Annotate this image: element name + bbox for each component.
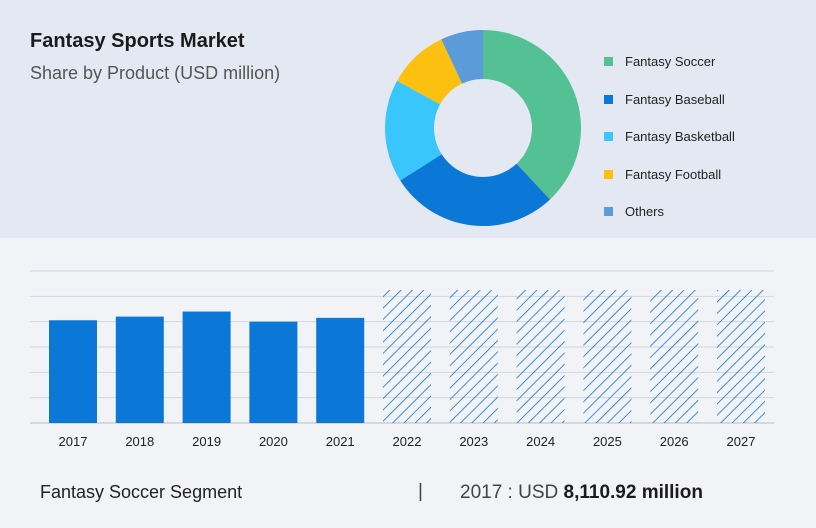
- x-tick-label-2025: 2025: [593, 434, 622, 449]
- legend-label: Others: [625, 204, 665, 220]
- segment-value: 2017 : USD 8,110.92 million: [460, 482, 703, 504]
- forecast-bar-2024: [516, 290, 565, 423]
- segment-value-amount: 8,110.92 million: [563, 482, 703, 503]
- legend-swatch: [604, 94, 613, 104]
- x-tick-label-2021: 2021: [326, 434, 355, 449]
- legend-swatch: [604, 132, 613, 142]
- donut-slice-others: [441, 30, 483, 84]
- legend-label: Fantasy Soccer: [625, 54, 716, 70]
- chart-title: Fantasy Sports Market: [30, 30, 245, 52]
- bar-2020: [249, 321, 298, 423]
- legend-swatch: [604, 169, 613, 179]
- legend-item-fantasy-soccer: Fantasy Soccer: [604, 43, 735, 81]
- bar-chart: 2017 2018 2019 2020 2021 2022 2023 2024 2025 2026…: [30, 270, 774, 449]
- legend-label: Fantasy Football: [625, 166, 722, 182]
- forecast-bar-2027: [717, 290, 765, 423]
- forecast-bar-2025: [583, 290, 632, 423]
- chart-subtitle: Share by Product (USD million): [30, 63, 281, 83]
- x-tick-label-2018: 2018: [125, 434, 154, 449]
- x-tick-label-2022: 2022: [393, 434, 422, 449]
- forecast-bar-2022: [383, 290, 431, 423]
- legend-label: Fantasy Baseball: [625, 91, 725, 107]
- bar-2019: [182, 311, 231, 423]
- donut-slice-fantasy-soccer: [483, 30, 581, 200]
- x-tick-label-2023: 2023: [459, 434, 488, 449]
- legend-swatch: [604, 207, 613, 217]
- x-tick-label-2024: 2024: [526, 434, 555, 449]
- legend-swatch: [604, 57, 613, 67]
- x-tick-label-2017: 2017: [59, 434, 88, 449]
- legend-label: Fantasy Basketball: [625, 129, 735, 145]
- bar-2018: [115, 316, 164, 423]
- footer-separator: |: [418, 481, 423, 502]
- donut-chart: [385, 30, 581, 226]
- segment-label: Fantasy Soccer Segment: [40, 482, 243, 502]
- legend-item-others: Others: [604, 193, 735, 231]
- legend-item-fantasy-baseball: Fantasy Baseball: [604, 81, 735, 119]
- x-tick-label-2020: 2020: [259, 434, 288, 449]
- donut-slice-fantasy-basketball: [385, 80, 442, 181]
- segment-value-prefix: 2017 : USD: [460, 482, 559, 503]
- x-tick-label-2019: 2019: [192, 434, 221, 449]
- legend-item-fantasy-basketball: Fantasy Basketball: [604, 118, 735, 156]
- legend-item-fantasy-football: Fantasy Football: [604, 156, 735, 194]
- donut-slice-fantasy-baseball: [400, 154, 551, 226]
- x-tick-label-2027: 2027: [727, 434, 756, 449]
- donut-legend: Fantasy Soccer Fantasy Baseball Fantasy …: [604, 43, 735, 231]
- forecast-bar-2023: [449, 290, 498, 423]
- x-tick-label-2026: 2026: [660, 434, 689, 449]
- bar-2021: [316, 317, 365, 423]
- donut-slice-fantasy-football: [397, 39, 463, 105]
- forecast-bar-2026: [650, 290, 699, 423]
- bar-2017: [49, 320, 97, 423]
